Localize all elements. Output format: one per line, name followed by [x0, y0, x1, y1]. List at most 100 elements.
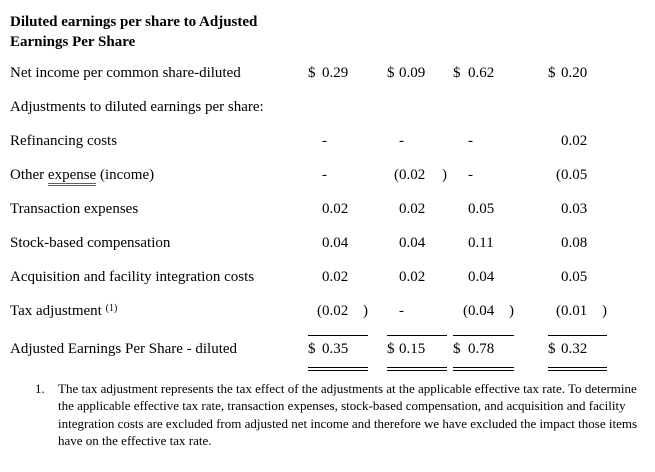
- cell-value: 0.04: [468, 268, 495, 285]
- paren-close: [352, 192, 368, 226]
- paren-close: [591, 124, 607, 158]
- currency-symbol: [453, 192, 468, 226]
- right-margin: [607, 158, 655, 192]
- column-gap: [368, 294, 387, 328]
- double-rule: [453, 367, 514, 371]
- row-tax-adjustment: Tax adjustment (1) (0.02 ) - (0.04 ) (0.…: [10, 294, 655, 328]
- cell-value: 0.29: [322, 64, 349, 81]
- cell-value: 0.11: [468, 234, 494, 251]
- paren-close: [352, 334, 368, 363]
- paren-close: [352, 226, 368, 260]
- column-gap: [514, 335, 548, 363]
- currency-symbol: [308, 192, 322, 226]
- footnote-text: The tax adjustment represents the tax ef…: [58, 381, 638, 449]
- cell-value: 0.78: [468, 334, 498, 363]
- currency-symbol: [548, 226, 561, 260]
- column-gap: [514, 363, 548, 379]
- currency-symbol: [548, 260, 561, 294]
- cell-value: -: [322, 132, 327, 149]
- row-label: Other expense (income): [10, 158, 308, 192]
- currency-symbol: [453, 260, 468, 294]
- double-rule-cell: [387, 363, 447, 379]
- currency-symbol: $: [308, 334, 322, 363]
- cell-value: 0.02: [399, 200, 426, 217]
- cell-value: -: [468, 166, 473, 183]
- paren-close: [591, 192, 607, 226]
- cell-value: 0.05: [561, 268, 588, 285]
- cell-value: 0.03: [561, 200, 588, 217]
- paren-close: [352, 158, 368, 192]
- cell-value: (0.02: [394, 166, 426, 183]
- column-gap: [514, 226, 548, 260]
- currency-symbol: [308, 158, 322, 192]
- page-title-line-1: Diluted earnings per share to Adjusted: [10, 14, 258, 30]
- paren-close: [429, 260, 447, 294]
- paren-close: [591, 334, 607, 363]
- cell-value: -: [399, 132, 404, 149]
- paren-close: [591, 226, 607, 260]
- paren-close: [591, 158, 607, 192]
- footnote-ref-superscript: (1): [105, 302, 118, 314]
- currency-symbol: [387, 294, 399, 328]
- row-other-expense: Other expense (income) - (0.02 ) - (0.05: [10, 158, 655, 192]
- double-rule: [308, 367, 368, 371]
- cell-value: 0.62: [468, 64, 495, 81]
- paren-close: [591, 260, 607, 294]
- row-transaction-expenses: Transaction expenses 0.02 0.02 0.05 0.03: [10, 192, 655, 226]
- document-page: Diluted earnings per share to Adjusted E…: [10, 14, 655, 449]
- row-label: Refinancing costs: [10, 132, 118, 149]
- row-adjusted-eps-total: Adjusted Earnings Per Share - diluted $ …: [10, 334, 655, 363]
- currency-symbol: [387, 226, 399, 260]
- cell-value: 0.04: [399, 234, 426, 251]
- currency-symbol: [548, 124, 561, 158]
- cell-value: 0.02: [322, 200, 349, 217]
- right-margin: [607, 226, 655, 260]
- column-gap: [514, 294, 548, 328]
- paren-close: [352, 56, 368, 90]
- currency-symbol: $: [453, 64, 461, 81]
- currency-symbol: $: [387, 64, 395, 81]
- cell-value: 0.02: [399, 268, 426, 285]
- right-margin: [607, 363, 655, 379]
- row-acquisition-integration: Acquisition and facility integration cos…: [10, 260, 655, 294]
- paren-close: [429, 294, 447, 328]
- right-margin: [607, 56, 655, 90]
- currency-symbol: [387, 192, 399, 226]
- column-gap: [514, 192, 548, 226]
- paren-close: [498, 158, 514, 192]
- double-rule-cell: [308, 363, 368, 379]
- paren-close: [498, 56, 514, 90]
- paren-close: [498, 334, 514, 363]
- currency-symbol: $: [548, 334, 561, 363]
- cell-value: 0.15: [399, 334, 429, 363]
- currency-symbol: $: [453, 334, 468, 363]
- column-gap: [514, 124, 548, 158]
- row-label: Stock-based compensation: [10, 234, 171, 251]
- right-margin: [607, 124, 655, 158]
- cell-value: 0.20: [561, 64, 588, 81]
- grammar-underlined-word[interactable]: expense: [47, 166, 97, 186]
- section-label: Adjustments to diluted earnings per shar…: [10, 98, 264, 115]
- paren-close: ): [509, 302, 514, 319]
- column-gap: [514, 158, 548, 192]
- column-gap: [368, 363, 387, 379]
- currency-symbol: [308, 124, 322, 158]
- column-gap: [514, 260, 548, 294]
- paren-close: [429, 334, 447, 363]
- label-text: (income): [96, 166, 155, 183]
- paren-close: ): [602, 302, 607, 319]
- paren-close: [498, 260, 514, 294]
- cell-value: 0.08: [561, 234, 588, 251]
- currency-symbol: [387, 260, 399, 294]
- column-gap: [368, 56, 387, 90]
- double-rule-row: [10, 363, 655, 379]
- currency-symbol: [548, 192, 561, 226]
- row-label: Adjusted Earnings Per Share - diluted: [10, 340, 238, 357]
- paren-close: [352, 124, 368, 158]
- eps-reconciliation-table: Net income per common share-diluted $ 0.…: [10, 56, 655, 379]
- row-label: Acquisition and facility integration cos…: [10, 268, 255, 285]
- row-stock-based-compensation: Stock-based compensation 0.04 0.04 0.11 …: [10, 226, 655, 260]
- cell-value: 0.09: [399, 64, 426, 81]
- right-margin: [607, 335, 655, 363]
- row-net-income: Net income per common share-diluted $ 0.…: [10, 56, 655, 90]
